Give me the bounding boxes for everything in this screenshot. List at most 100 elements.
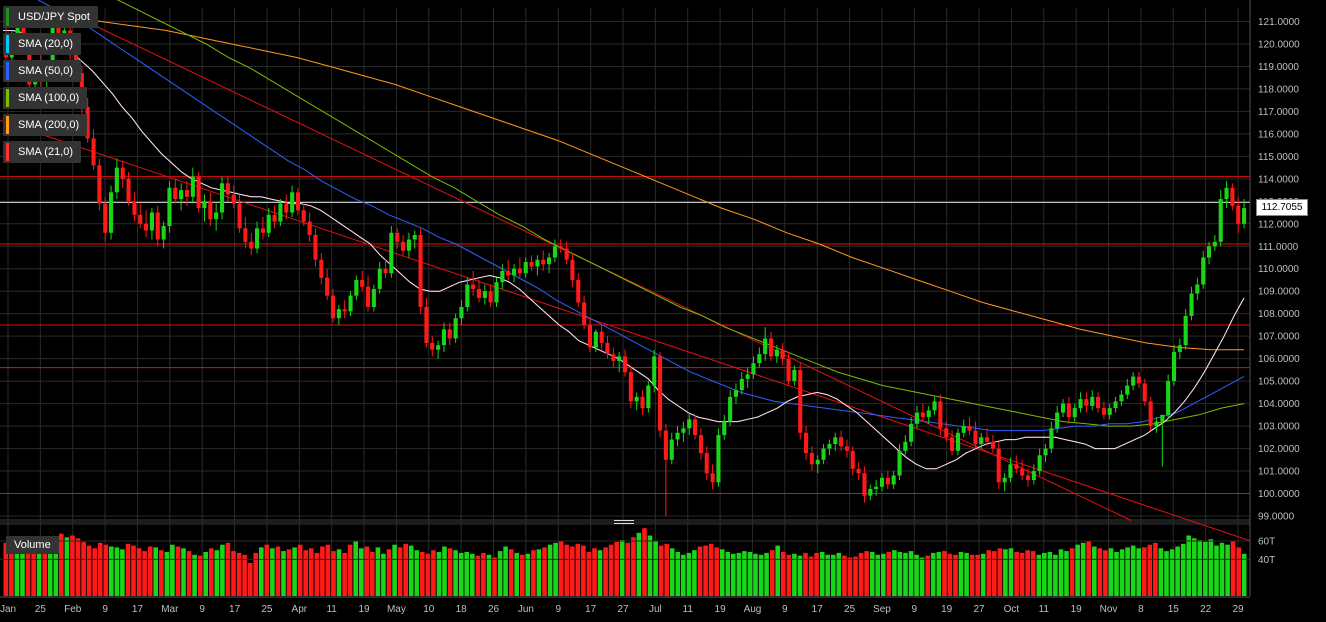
legend-item-sma-50[interactable]: SMA (50,0) (3, 60, 82, 82)
candle-body (488, 291, 493, 303)
candle-body (856, 468, 861, 474)
price-axis-tick-label: 114.0000 (1258, 174, 1299, 185)
candle-body (109, 192, 114, 233)
volume-bar (447, 548, 453, 596)
candle-body (290, 192, 295, 213)
candle-body (1043, 448, 1048, 456)
volume-bar (53, 541, 59, 596)
x-axis-tick-label: 29 (1232, 604, 1244, 615)
candle-body (716, 435, 721, 483)
volume-bar (109, 546, 114, 596)
panel-resize-handle[interactable] (614, 520, 634, 526)
last-price-tag: 112.7055 (1256, 199, 1308, 216)
price-axis-tick-label: 102.0000 (1258, 444, 1300, 455)
candle-body (190, 176, 195, 197)
candle-body (1055, 412, 1060, 429)
volume-bar (547, 544, 553, 596)
series-color-swatch (6, 8, 9, 26)
volume-bar (59, 533, 64, 596)
x-axis-tick-label: 9 (102, 604, 108, 615)
candle-body (920, 412, 925, 418)
candle-body (996, 448, 1001, 483)
candle-body (260, 228, 265, 233)
volume-bar (270, 548, 275, 596)
x-axis-tick-label: 19 (715, 604, 727, 615)
volume-bar (292, 547, 297, 596)
candle-body (91, 138, 96, 166)
volume-bar (1014, 552, 1019, 596)
volume-bar (1186, 535, 1191, 596)
candle-body (687, 419, 692, 429)
candle-body (722, 421, 727, 436)
volume-bar (125, 543, 131, 597)
volume-bar (209, 548, 214, 596)
candle-body (961, 426, 966, 433)
candle-body (1090, 396, 1095, 406)
volume-bar (647, 535, 653, 596)
candle-body (593, 331, 598, 348)
volume-bar (1164, 551, 1169, 596)
candle-body (1207, 246, 1212, 258)
candle-body (401, 241, 406, 251)
legend-item-usdjpy[interactable]: USD/JPY Spot (3, 6, 98, 28)
volume-bar (914, 554, 919, 597)
legend-item-sma-200[interactable]: SMA (200,0) (3, 114, 88, 136)
volume-panel-label: Volume (6, 536, 59, 554)
volume-bar (1208, 539, 1214, 596)
legend-item-sma-100[interactable]: SMA (100,0) (3, 87, 88, 109)
volume-bar (897, 552, 903, 596)
candle-body (1031, 471, 1036, 480)
candle-body (833, 437, 838, 444)
candle-body (237, 203, 242, 229)
candle-body (751, 363, 756, 375)
price-axis-tick-label: 108.0000 (1258, 309, 1300, 320)
legend-item-sma-20[interactable]: SMA (20,0) (3, 33, 82, 55)
volume-bar (1019, 552, 1025, 596)
volume-bar (314, 552, 320, 596)
price-axis-tick-label: 104.0000 (1258, 399, 1300, 410)
price-axis-tick-label: 119.0000 (1258, 62, 1299, 73)
candle-body (523, 262, 528, 274)
price-axis-tick-label: 115.0000 (1258, 152, 1299, 163)
legend-label: SMA (21,0) (18, 146, 74, 158)
candle-body (932, 401, 937, 411)
candle-body (821, 448, 826, 460)
volume-bar (669, 548, 675, 596)
candle-body (471, 284, 476, 289)
volume-bar (714, 547, 719, 596)
price-axis-tick-label: 120.0000 (1258, 39, 1300, 50)
volume-bar (619, 540, 625, 596)
volume-bar (392, 544, 397, 596)
volume-bar (903, 552, 908, 596)
candle-body (1131, 376, 1136, 386)
volume-bar (320, 546, 325, 596)
candle-body (780, 349, 785, 359)
candle-body (447, 329, 452, 339)
candle-body (214, 212, 219, 220)
volume-bar (736, 552, 742, 596)
volume-bar (992, 551, 997, 596)
volume-bar (386, 549, 392, 597)
volume-bar (347, 544, 353, 596)
volume-bar (397, 547, 403, 596)
volume-bar (375, 547, 381, 596)
legend-label: USD/JPY Spot (18, 11, 90, 23)
volume-bar (758, 554, 764, 597)
volume-bar (586, 552, 592, 596)
volume-bar (1119, 549, 1125, 597)
volume-bar (436, 552, 442, 596)
candle-body (1119, 394, 1124, 402)
candle-body (319, 259, 324, 278)
volume-bar (136, 548, 142, 596)
candle-body (1224, 187, 1229, 199)
volume-bar (719, 549, 725, 597)
candle-body (167, 187, 172, 226)
volume-bar (253, 552, 258, 596)
volume-bar (964, 552, 969, 596)
volume-bar (597, 550, 603, 596)
volume-bar (31, 544, 36, 596)
volume-bar (81, 541, 86, 596)
x-axis-tick-label: 27 (617, 604, 629, 615)
legend-label: SMA (100,0) (18, 92, 80, 104)
legend-item-sma-21[interactable]: SMA (21,0) (3, 141, 82, 163)
